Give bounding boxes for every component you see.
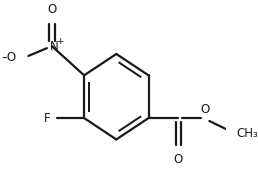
Text: N: N — [50, 40, 59, 53]
Text: –O: –O — [1, 51, 17, 64]
Text: CH₃: CH₃ — [236, 127, 258, 140]
Text: O: O — [173, 153, 183, 166]
Text: +: + — [56, 37, 63, 46]
Text: F: F — [44, 112, 50, 125]
Text: O: O — [47, 3, 57, 16]
Text: O: O — [200, 103, 210, 116]
